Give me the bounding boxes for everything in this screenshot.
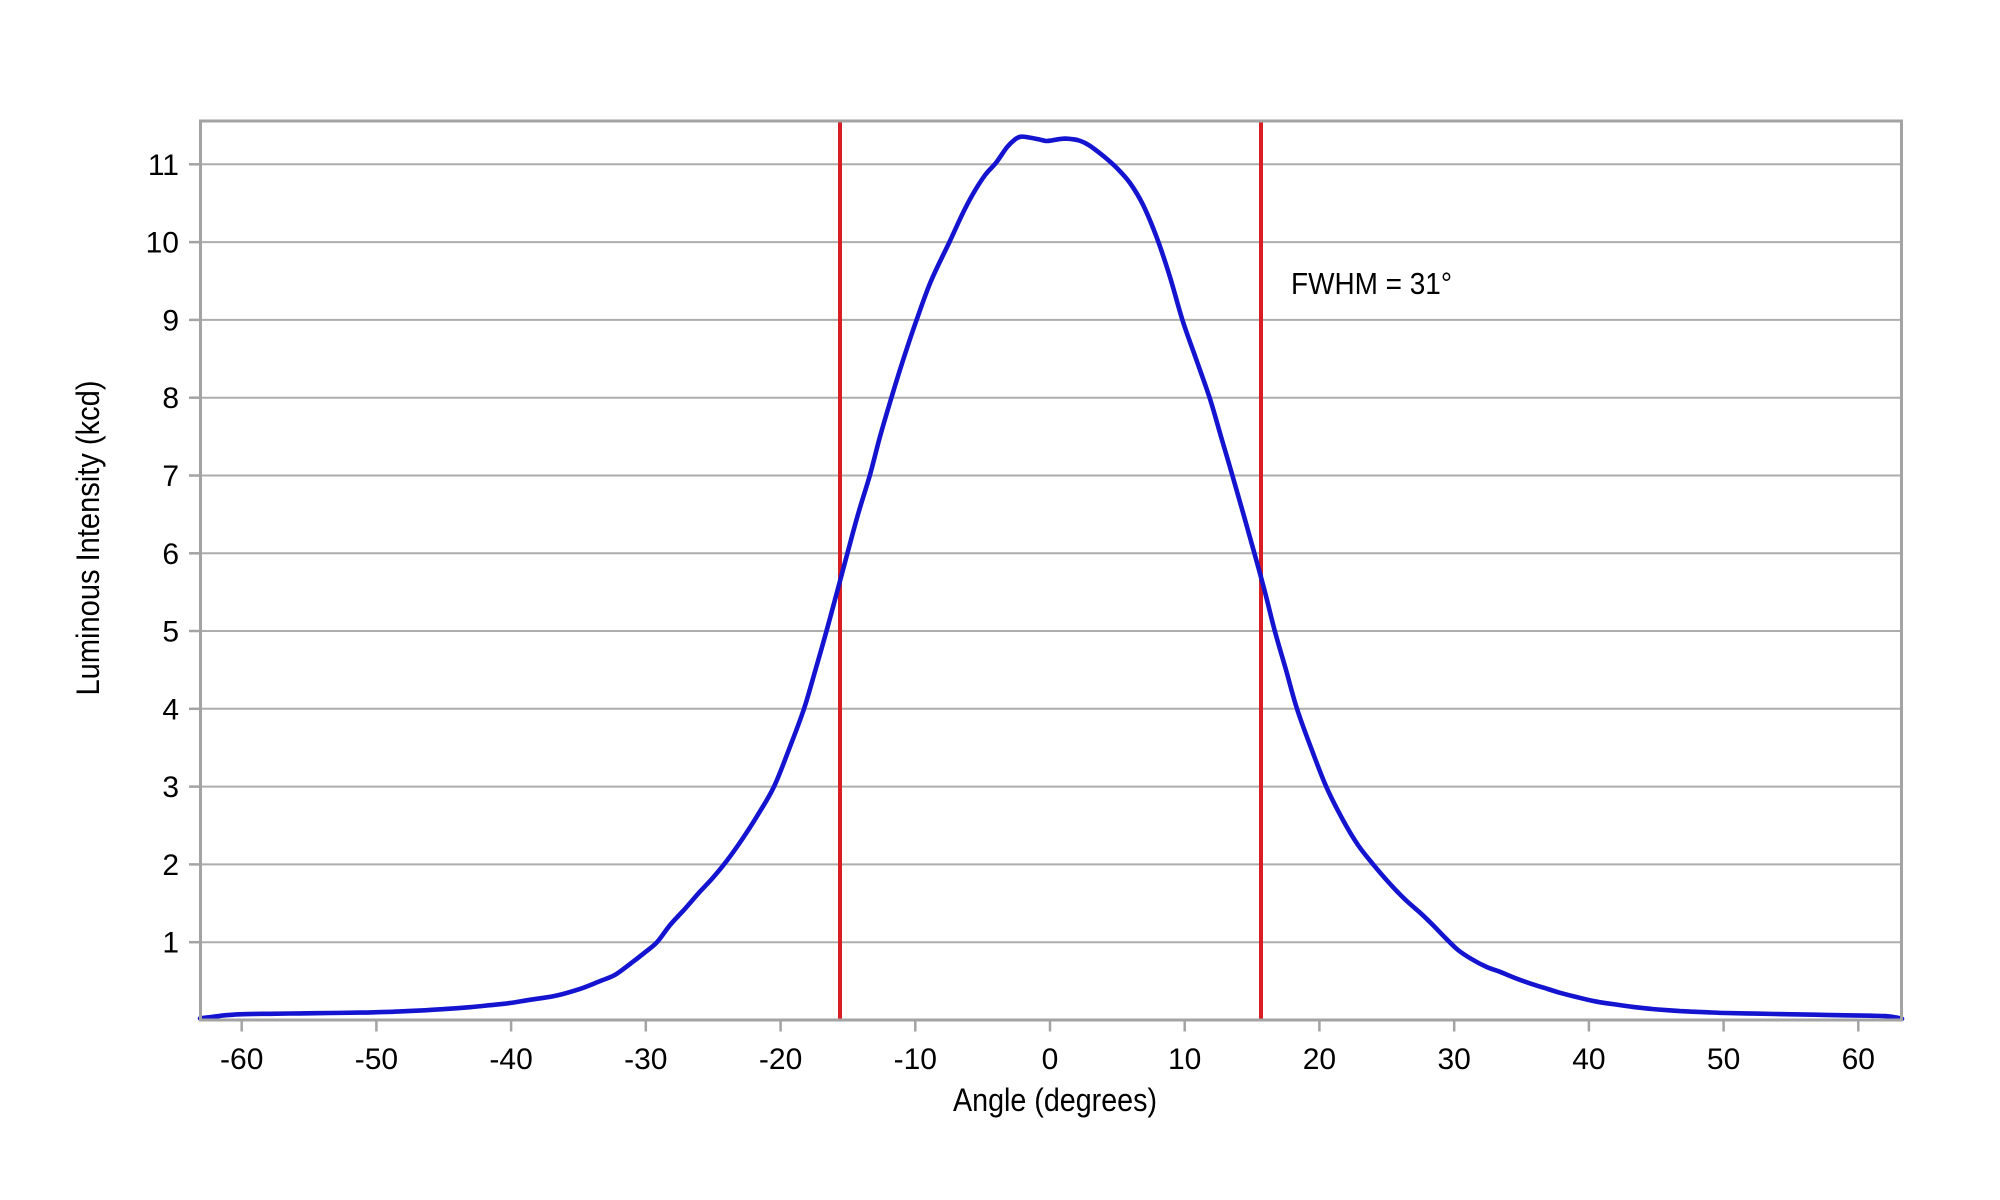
svg-text:1: 1 bbox=[162, 927, 179, 960]
svg-text:6: 6 bbox=[162, 538, 179, 571]
svg-text:10: 10 bbox=[1168, 1043, 1201, 1076]
svg-text:10: 10 bbox=[146, 227, 179, 260]
svg-text:20: 20 bbox=[1303, 1043, 1336, 1076]
svg-text:7: 7 bbox=[162, 460, 179, 493]
svg-text:-50: -50 bbox=[355, 1043, 398, 1076]
svg-text:-30: -30 bbox=[624, 1043, 667, 1076]
svg-text:8: 8 bbox=[162, 382, 179, 415]
svg-text:3: 3 bbox=[162, 771, 179, 804]
svg-text:4: 4 bbox=[162, 693, 179, 726]
svg-text:Angle (degrees): Angle (degrees) bbox=[953, 1082, 1157, 1118]
svg-text:2: 2 bbox=[162, 849, 179, 882]
svg-text:9: 9 bbox=[162, 304, 179, 337]
svg-text:40: 40 bbox=[1572, 1043, 1605, 1076]
svg-text:0: 0 bbox=[1042, 1043, 1059, 1076]
svg-text:50: 50 bbox=[1707, 1043, 1740, 1076]
svg-text:-40: -40 bbox=[489, 1043, 532, 1076]
svg-text:FWHM = 31°: FWHM = 31° bbox=[1291, 266, 1452, 301]
svg-text:-60: -60 bbox=[220, 1043, 263, 1076]
svg-text:-20: -20 bbox=[759, 1043, 802, 1076]
svg-text:Luminous Intensity (kcd): Luminous Intensity (kcd) bbox=[70, 381, 106, 696]
svg-text:11: 11 bbox=[148, 149, 179, 182]
svg-text:60: 60 bbox=[1842, 1043, 1875, 1076]
svg-text:30: 30 bbox=[1438, 1043, 1471, 1076]
svg-text:5: 5 bbox=[162, 616, 179, 649]
svg-text:-10: -10 bbox=[894, 1043, 937, 1076]
